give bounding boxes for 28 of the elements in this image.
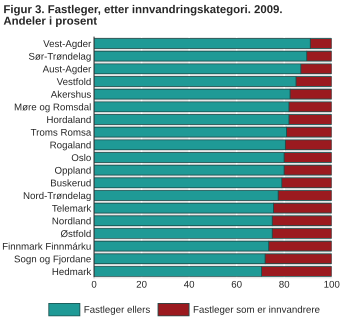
legend-label: Fastleger ellers	[84, 306, 150, 315]
y-tick-label: Oslo	[72, 154, 91, 162]
y-tick-label: Telemark	[52, 204, 92, 212]
y-tick-label: Finnmark Finnmárku	[2, 242, 91, 250]
y-tick-label: Østfold	[60, 230, 91, 238]
y-tick-label: Aust-Agder	[42, 65, 92, 74]
y-tick-label: Møre og Romsdal	[14, 103, 91, 112]
legend-label: Fastleger som er innvandrere	[194, 306, 320, 315]
y-tick-label: Rogaland	[50, 141, 91, 150]
y-tick-label: Sogn og Fjordane	[14, 255, 91, 264]
x-tick-label: 40	[184, 280, 194, 288]
y-tick-label: Akershus	[50, 90, 91, 98]
y-tick-label: Troms Romsa	[30, 128, 92, 136]
y-tick-label: Vest-Agder	[43, 40, 92, 50]
y-tick-label: Hedmark	[52, 268, 92, 276]
y-tick-label: Hordaland	[47, 116, 91, 124]
y-tick-label: Buskerud	[51, 179, 91, 186]
x-tick-label: 100	[324, 280, 340, 288]
y-tick-label: Nordland	[52, 217, 91, 224]
y-tick-label: Vestfold	[56, 78, 91, 86]
x-tick-label: 80	[279, 280, 290, 288]
x-tick-label: 20	[136, 280, 147, 288]
x-tick-label: 0	[92, 280, 96, 288]
chart-title: Figur 3. Fastleger, etter innvandringskategori. 2009. Andeler i prosent	[4, 4, 282, 27]
y-tick-label: Sør-Trøndelag	[28, 52, 91, 62]
y-tick-label: Nord-Trøndelag	[24, 192, 91, 201]
x-tick-label: 60	[232, 280, 242, 288]
y-tick-label: Oppland	[54, 166, 91, 176]
